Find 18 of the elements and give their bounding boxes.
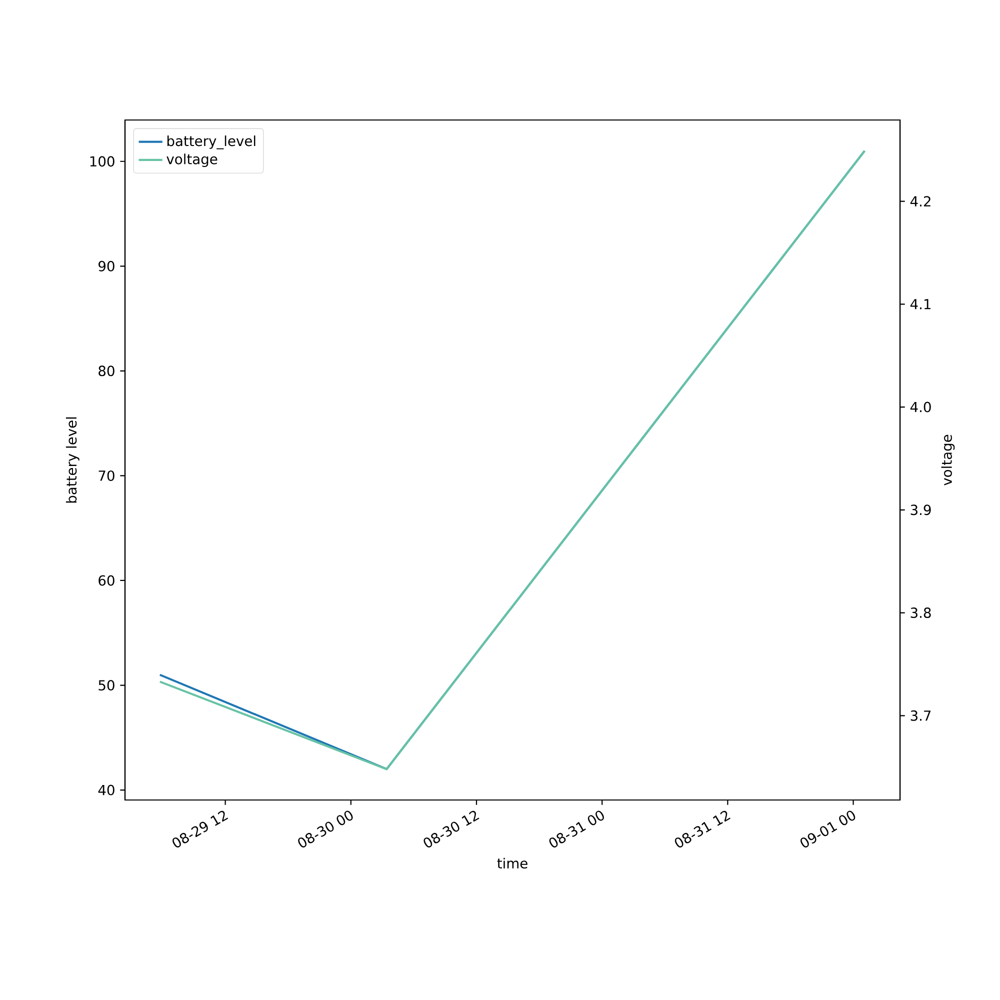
y2-tick-label: 4.0 [910, 402, 931, 412]
y2-axis-title: voltage [941, 434, 955, 486]
y-tick-label: 80 [98, 366, 114, 376]
y2-tick-label: 3.9 [910, 504, 931, 516]
legend-label: battery_level [167, 135, 256, 150]
y-tick-label: 90 [98, 260, 114, 272]
y-axis-title: battery level [66, 417, 80, 503]
y-tick-label: 40 [98, 784, 114, 796]
y-tick-label: 100 [90, 156, 114, 167]
y-tick-label: 50 [98, 680, 114, 690]
y2-tick-label: 4.1 [910, 299, 930, 310]
y-tick-label: 60 [98, 575, 114, 586]
x-axis-title: time [497, 858, 528, 869]
y2-tick-label: 4.2 [910, 196, 930, 206]
legend-label: voltage [166, 154, 218, 168]
y-tick-label: 70 [98, 470, 114, 481]
y2-tick-label: 3.7 [910, 710, 931, 721]
y2-tick-label: 3.8 [910, 608, 931, 618]
